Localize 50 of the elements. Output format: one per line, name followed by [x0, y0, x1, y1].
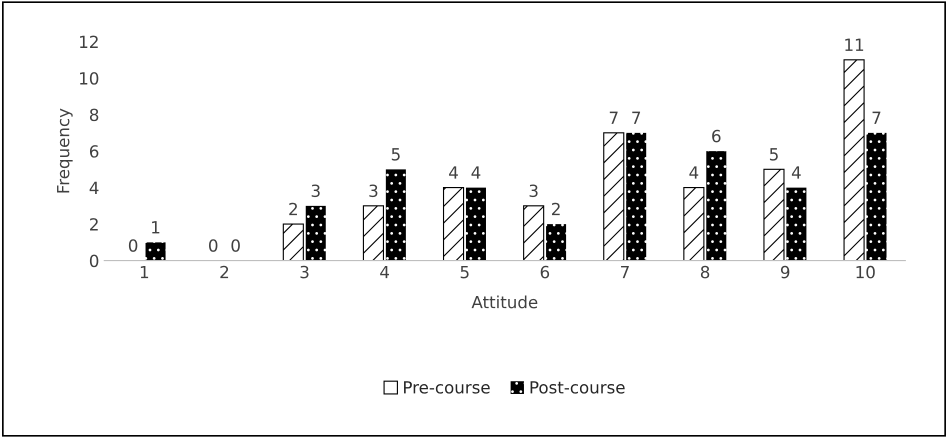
- data-label: 2: [552, 202, 560, 216]
- y-tick-label: 6: [90, 145, 98, 158]
- data-label: 4: [471, 166, 480, 179]
- data-label: 7: [632, 112, 640, 124]
- y-tick-label: 8: [90, 108, 98, 122]
- x-tick-label: 10: [856, 266, 875, 278]
- y-axis-title: Frequency: [57, 108, 73, 193]
- data-label: 7: [610, 112, 618, 124]
- legend-label: Post-course: [530, 381, 625, 394]
- data-label: 0: [209, 239, 218, 252]
- bar: [306, 206, 326, 261]
- data-label: 0: [128, 239, 138, 252]
- data-label: 4: [689, 166, 698, 179]
- data-label: 1: [152, 221, 160, 234]
- data-label: 2: [289, 202, 297, 216]
- data-label: 7: [872, 112, 880, 124]
- x-tick-label: 6: [540, 266, 550, 278]
- data-label: 4: [449, 166, 458, 179]
- x-tick-label: 8: [700, 266, 710, 278]
- y-tick-label: 10: [80, 72, 98, 85]
- x-tick-label: 9: [780, 266, 790, 278]
- data-label: 0: [231, 239, 240, 252]
- bar: [466, 188, 486, 261]
- data-label: 6: [712, 130, 721, 142]
- legend-label: Pre-course: [404, 381, 490, 394]
- y-tick-label: 0: [90, 254, 98, 268]
- bar: [626, 132, 646, 261]
- x-tick-label: 7: [621, 266, 629, 278]
- x-tick-label: 1: [140, 266, 148, 278]
- y-tick-label: 4: [90, 182, 98, 194]
- data-label: 3: [530, 184, 538, 198]
- x-tick-label: 5: [460, 266, 469, 278]
- x-tick-label: 4: [380, 266, 390, 278]
- y-tick-label: 12: [80, 36, 98, 48]
- bar: [706, 151, 726, 261]
- data-label: 5: [392, 148, 400, 161]
- data-label: 4: [792, 166, 801, 179]
- x-axis-title: Attitude: [472, 295, 538, 308]
- x-tick-label: 2: [220, 266, 228, 278]
- data-label: 3: [369, 184, 378, 198]
- bar: [786, 188, 806, 261]
- x-tick-label: 3: [300, 266, 309, 278]
- data-label: 3: [312, 184, 320, 198]
- y-tick-label: 2: [90, 218, 98, 230]
- bar: [146, 242, 166, 261]
- data-label: 11: [845, 38, 864, 51]
- bar: [546, 224, 566, 261]
- data-label: 5: [770, 148, 778, 161]
- bar: [866, 132, 887, 261]
- bar: [386, 169, 406, 261]
